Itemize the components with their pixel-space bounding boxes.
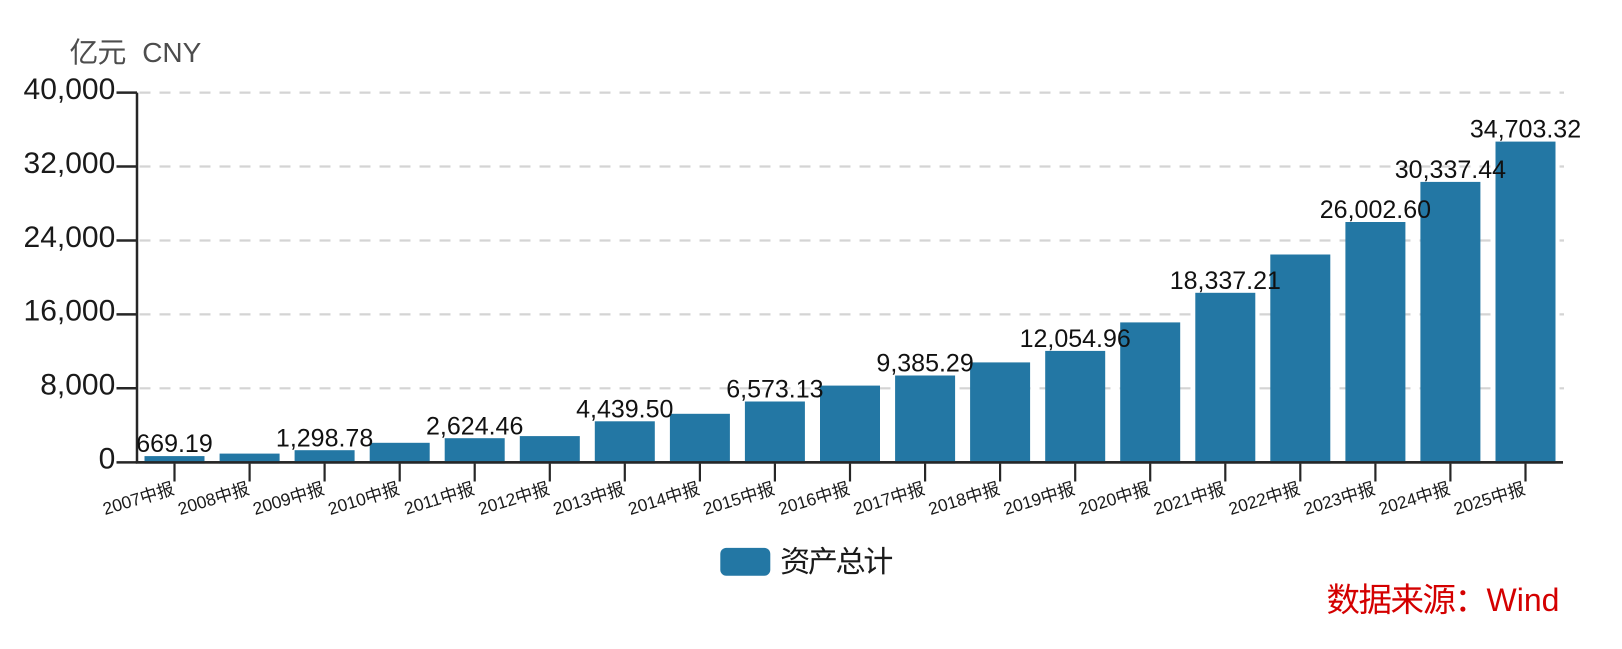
svg-text:24,000: 24,000 — [24, 221, 116, 254]
svg-text:12,054.96: 12,054.96 — [1020, 325, 1131, 353]
svg-text:18,337.21: 18,337.21 — [1170, 267, 1281, 295]
svg-text:26,002.60: 26,002.60 — [1320, 196, 1431, 224]
svg-text:1,298.78: 1,298.78 — [276, 424, 373, 452]
svg-text:669.19: 669.19 — [136, 430, 212, 458]
svg-text:4,439.50: 4,439.50 — [576, 395, 673, 423]
svg-text:2,624.46: 2,624.46 — [426, 412, 523, 440]
svg-text:32,000: 32,000 — [24, 147, 116, 180]
svg-text:0: 0 — [99, 443, 116, 476]
svg-text:30,337.44: 30,337.44 — [1395, 156, 1506, 184]
svg-text:6,573.13: 6,573.13 — [726, 376, 823, 404]
svg-text:16,000: 16,000 — [24, 295, 116, 328]
svg-text:Wind: Wind — [1487, 582, 1560, 618]
svg-text:CNY: CNY — [142, 37, 201, 68]
svg-text:34,703.32: 34,703.32 — [1470, 116, 1581, 144]
svg-text:40,000: 40,000 — [24, 73, 116, 106]
svg-text:9,385.29: 9,385.29 — [876, 350, 973, 378]
svg-text:8,000: 8,000 — [40, 369, 115, 402]
